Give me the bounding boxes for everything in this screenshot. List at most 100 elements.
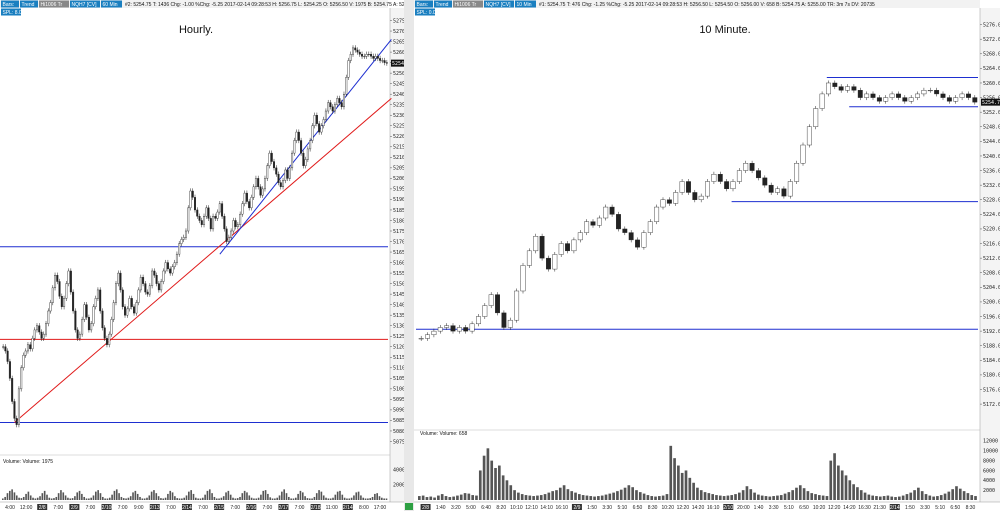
tenmin-x-tick-label: 2/9 [573, 505, 580, 511]
tenmin-y-tick-label: 5208.00 [983, 271, 1000, 277]
tenmin-candle-body [730, 181, 736, 190]
hourly-candle-body [320, 125, 323, 133]
tenmin-candle-body [482, 305, 488, 317]
tenmin-title: 10 Minute. [699, 24, 750, 36]
hourly-candle-body [196, 209, 199, 217]
hourly-candle-body [327, 102, 330, 112]
tenmin-volume-bar [856, 487, 859, 500]
tenmin-volume-bar [837, 465, 840, 500]
tenmin-volume-bar [444, 496, 448, 500]
hourly-volume-bars [2, 489, 388, 500]
hourly-candle-body [58, 281, 61, 297]
hourly-volume-bar [48, 497, 51, 500]
hourly-volume-bar [127, 497, 130, 500]
panel-divider[interactable] [404, 0, 414, 511]
hourly-volume-bar [364, 498, 367, 500]
tenmin-volume-bar [467, 493, 471, 500]
hourly-x-date-bg [101, 504, 112, 510]
hourly-candle-body [124, 306, 127, 316]
tenmin-volume-bar [829, 460, 833, 500]
tenmin-volume-tick-label: 8000 [983, 458, 995, 464]
tenmin-volume-bar [741, 490, 745, 500]
hourly-volume-bar [229, 494, 232, 500]
hourly-y-tick-label: 5275.00 [393, 18, 414, 24]
tenmin-volume-bar [517, 492, 520, 500]
tenmin-candle-body [584, 221, 590, 233]
hourly-candle-body [293, 140, 296, 154]
hourly-trendline[interactable] [14, 98, 392, 423]
hourly-candle-body [126, 308, 129, 316]
tenmin-volume-bar [558, 487, 562, 500]
hourly-candle-body [2, 346, 5, 348]
hourly-volume-bar [285, 493, 288, 500]
hourly-volume-bar [34, 498, 37, 500]
tenmin-volume-bar [570, 491, 574, 500]
tenmin-x-tick-label: 16:10 [707, 505, 720, 511]
hourly-volume-bar [185, 495, 188, 500]
tenmin-volume-bar [612, 492, 615, 500]
hourly-header-bg [0, 0, 388, 8]
tenmin-x-tick-label: 6:50 [950, 505, 960, 511]
tenmin-volume-bar [875, 496, 878, 500]
hourly-candle-body [15, 418, 18, 425]
hourly-candle-body [230, 230, 233, 238]
hourly-candle-body [38, 325, 41, 333]
tenmin-volume-bar [772, 496, 775, 500]
hourly-header-tag: Bars: [3, 2, 15, 8]
hourly-candle-body [162, 270, 165, 282]
tenmin-volume-bar [646, 495, 650, 500]
tenmin-x-tick-label: 14:20 [692, 505, 705, 511]
hourly-y-tick-label: 5250.00 [393, 71, 414, 77]
hourly-volume-bar [150, 491, 153, 500]
tenmin-candle-body [959, 93, 965, 98]
hourly-y-tick-label: 5245.00 [393, 81, 414, 87]
hourly-candle-body [331, 106, 334, 112]
hourly-candle-body [266, 165, 269, 179]
hourly-candle-body [47, 310, 50, 324]
hourly-y-tick-label: 5175.00 [393, 229, 414, 235]
tenmin-x-tick-label: 10:20 [813, 505, 826, 511]
hourly-volume-bar [162, 498, 165, 500]
hourly-candle-body [130, 298, 133, 307]
tenmin-header-tag-bg [415, 0, 433, 8]
hourly-volume-label: Volume: Volume: 1975 [3, 459, 53, 465]
tenmin-volume-bar [711, 494, 714, 500]
tenmin-volume-bar [528, 495, 532, 500]
hourly-trendline[interactable] [219, 39, 392, 255]
hourly-y-tick-label: 5225.00 [393, 124, 414, 130]
hourly-volume-bar [106, 498, 109, 500]
tenmin-volume-bar [760, 495, 764, 500]
tenmin-candle-body [647, 221, 653, 233]
tenmin-volume-bar [650, 496, 654, 500]
hourly-y-tick-label: 5240.00 [393, 92, 414, 98]
tenmin-volume-bar [440, 494, 444, 500]
tenmin-panel: 10 Minute. Bars: Trend Hi1006 Tr NQH7 [CV] 1… [414, 0, 1000, 511]
hourly-header-tag: NQH7 [CV] [72, 2, 98, 8]
hourly-volume-bar [297, 493, 299, 500]
tenmin-candle-body [768, 184, 774, 193]
hourly-volume-bar [129, 496, 132, 500]
tenmin-volume-bar [867, 494, 871, 500]
hourly-volume-bar [60, 490, 62, 500]
hourly-candle-body [157, 283, 160, 291]
hourly-volume-bar [141, 498, 144, 500]
tenmin-candle-body [940, 93, 946, 98]
hourly-volume-bar [85, 498, 88, 500]
tenmin-volume-bar [677, 465, 680, 500]
hourly-volume-bar [385, 498, 388, 500]
tenmin-candle-body [762, 177, 768, 186]
hourly-candle-body [173, 262, 176, 267]
hourly-candle-body [259, 186, 262, 196]
hourly-volume-bar [95, 491, 97, 500]
tenmin-volume-bar [642, 493, 646, 500]
hourly-volume-bar [308, 498, 311, 500]
tenmin-x-tick-label: 16:30 [858, 505, 871, 511]
hourly-candle-body [381, 60, 384, 62]
tenmin-y-tick-label: 5268.00 [983, 52, 1000, 58]
hourly-candle-body [191, 190, 194, 198]
hourly-volume-bar [29, 495, 32, 500]
hourly-volume-bar [371, 496, 374, 500]
hourly-candle-body [311, 125, 314, 141]
hourly-volume-bar [243, 490, 246, 500]
tenmin-volume-bar [814, 494, 817, 500]
